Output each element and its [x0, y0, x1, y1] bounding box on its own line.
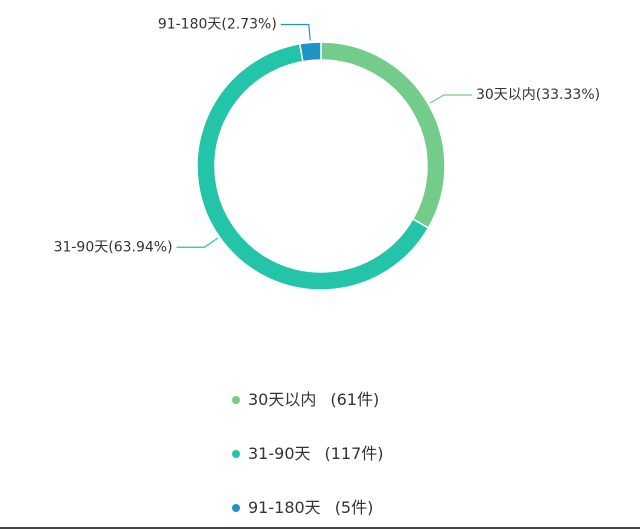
leader-line — [429, 94, 472, 104]
legend-entry: 30天以内 (61件) — [248, 390, 379, 409]
legend-marker — [232, 396, 240, 404]
slice — [298, 41, 322, 63]
legend-entry: 31-90天 (117件) — [248, 444, 384, 463]
legend-marker — [232, 504, 240, 512]
slice-label: 30天以内(33.33%) — [476, 87, 600, 103]
legend-entry: 91-180天 (5件) — [248, 498, 373, 517]
legend-count: (5件) — [335, 498, 374, 517]
legend-marker — [232, 450, 240, 458]
legend-count: (61件) — [330, 390, 379, 409]
legend-label: 91-180天 — [248, 498, 321, 517]
slice — [320, 41, 446, 230]
slice-label: 91-180天(2.73%) — [158, 17, 277, 33]
leader-line — [176, 237, 219, 248]
slice-label: 31-90天(63.94%) — [54, 239, 173, 255]
legend-count: (117件) — [325, 444, 384, 463]
leader-line — [280, 23, 311, 41]
legend-label: 30天以内 — [248, 390, 316, 409]
legend-label: 31-90天 — [248, 444, 311, 463]
